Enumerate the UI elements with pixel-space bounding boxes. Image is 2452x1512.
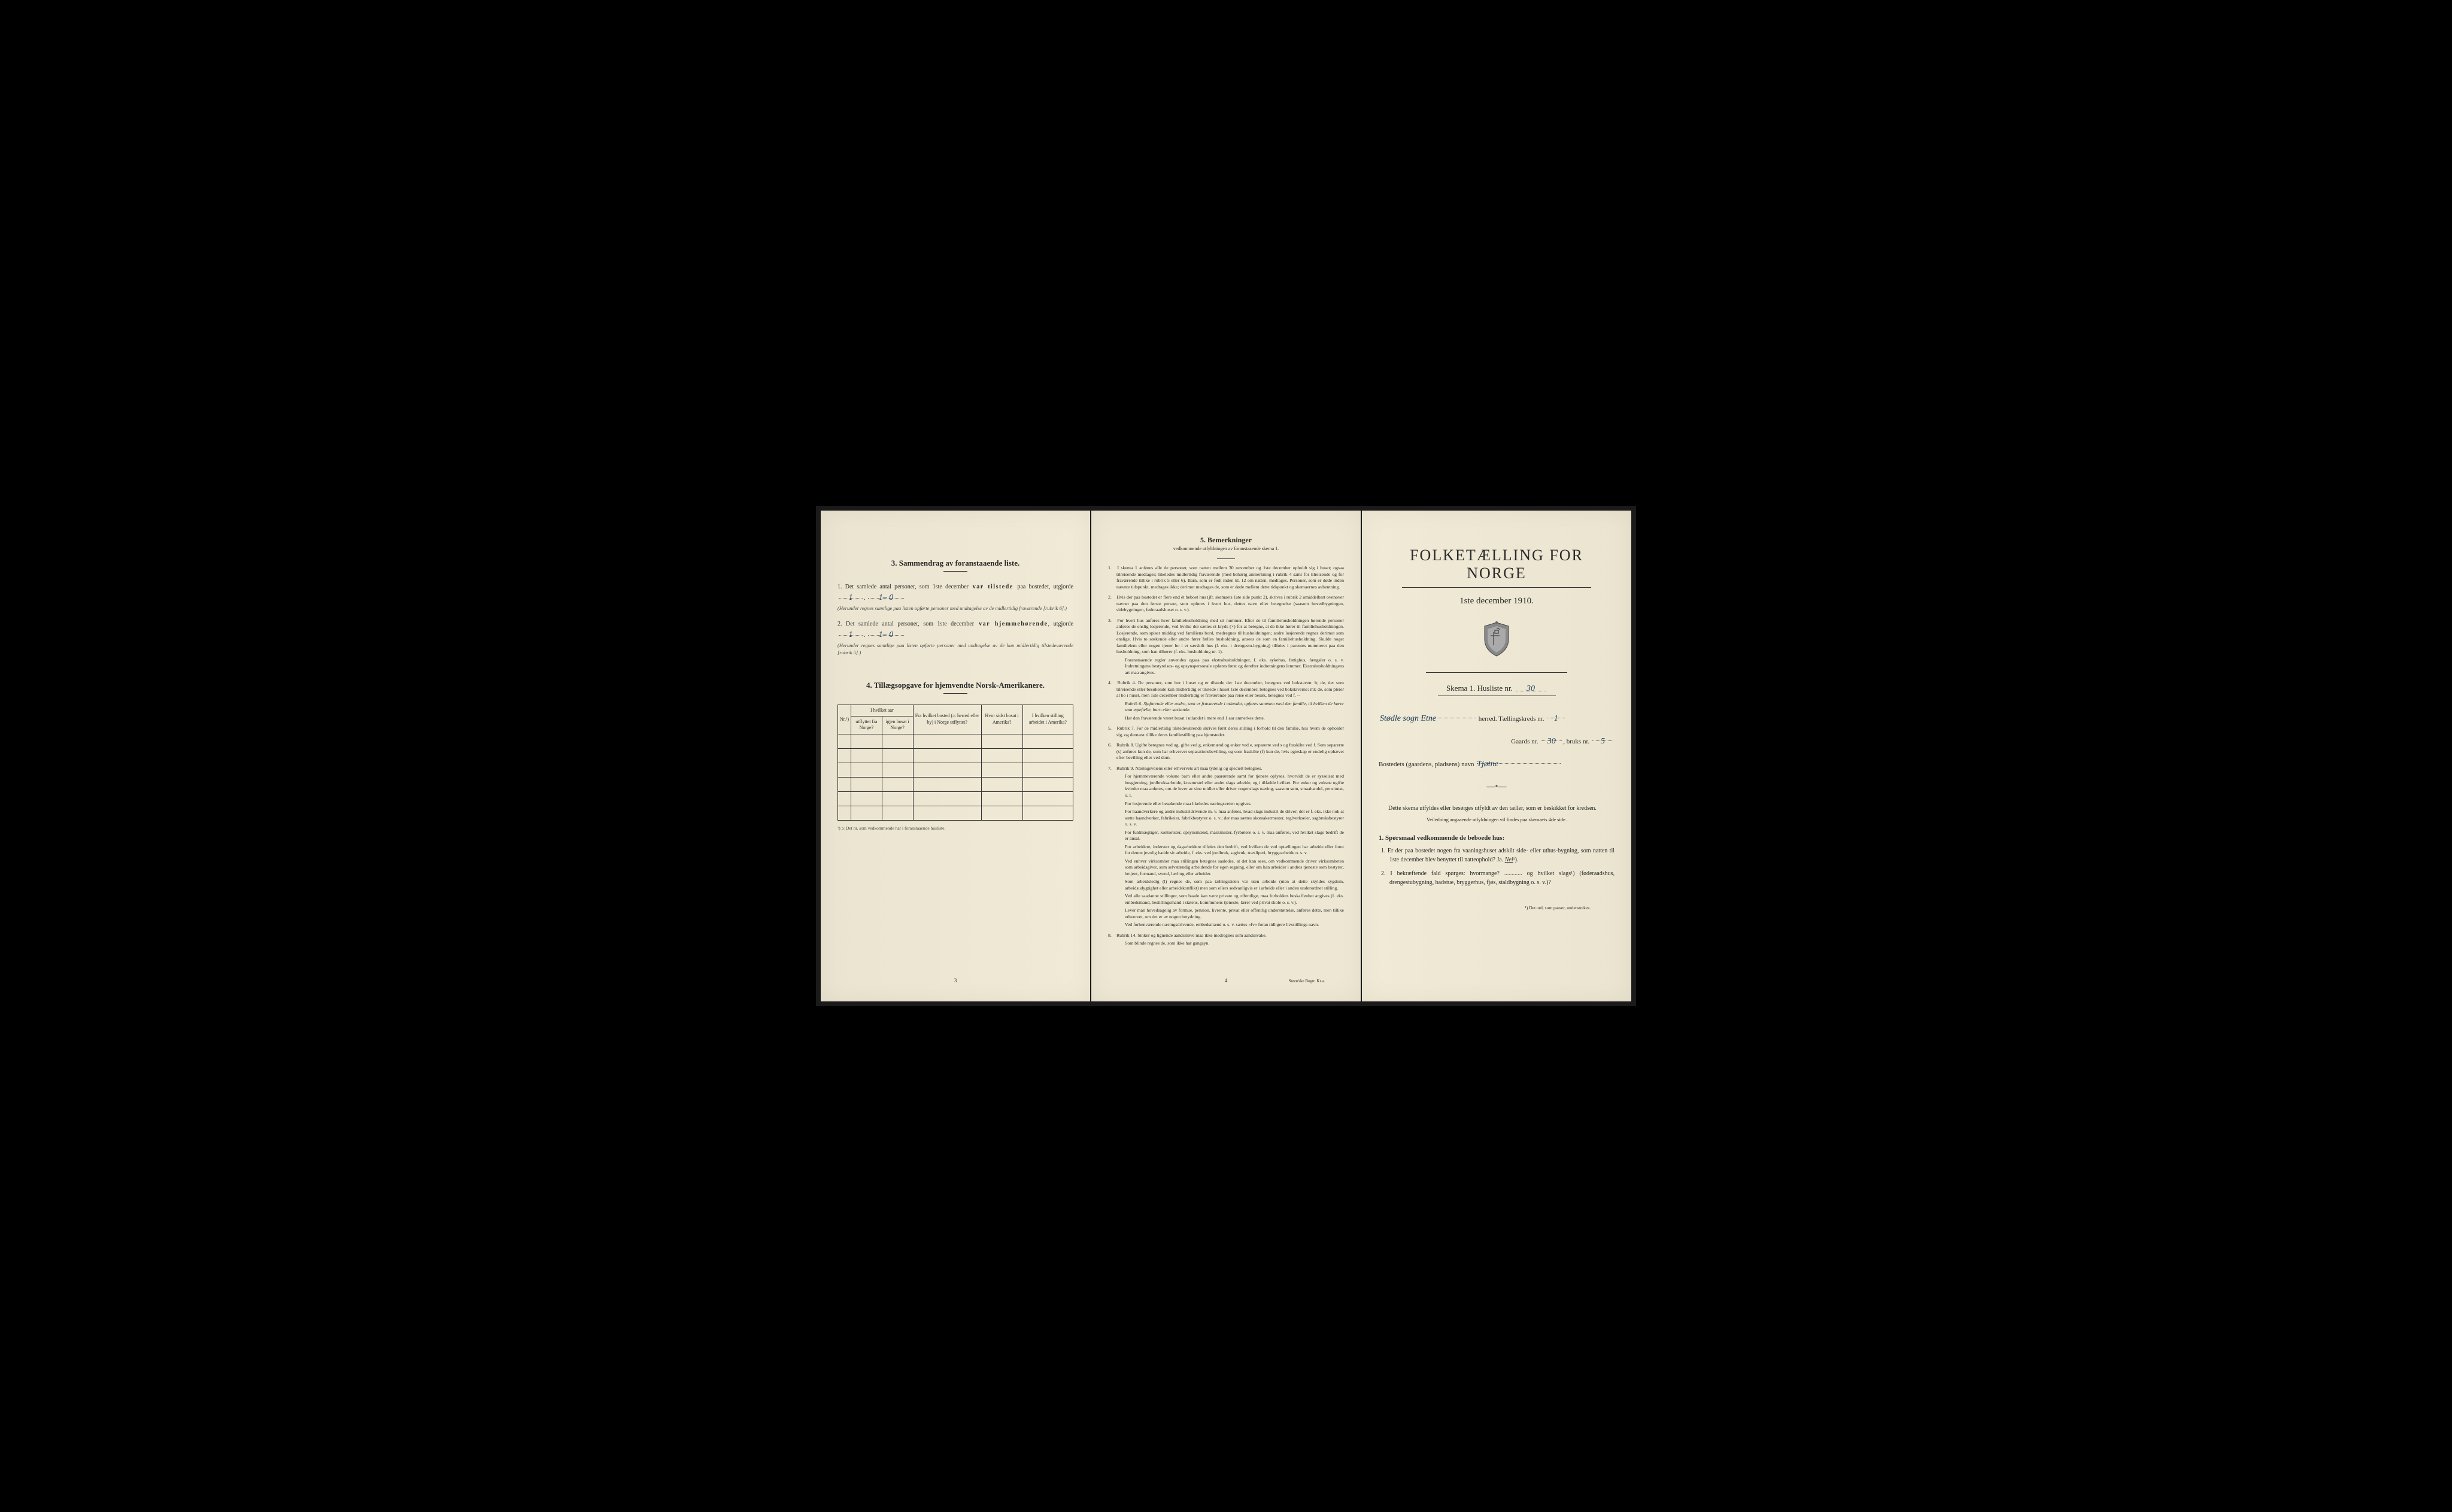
item2-hand1: 1 — [839, 629, 863, 636]
item2-hand2: 1– 0 — [868, 629, 904, 636]
main-title: FOLKETÆLLING FOR NORGE — [1379, 546, 1615, 582]
gaards-hand: 30 — [1541, 734, 1562, 741]
th-group1: I hvilket aar — [851, 705, 914, 716]
small-instruction: Veiledning angaaende utfyldningen vil fi… — [1379, 816, 1615, 822]
gaards-line: Gaards nr. 30, bruks nr. 5 — [1379, 734, 1615, 748]
item1-post: paa bostedet, utgjorde — [1017, 584, 1073, 590]
page-num-3: 3 — [954, 977, 957, 983]
item2: 2. Det samlede antal personer, som 1ste … — [837, 620, 1073, 657]
item1-hand1: 1 — [839, 591, 863, 599]
remark-item: 6. Rubrik 8. Ugifte betegnes ved ug, gif… — [1108, 742, 1344, 761]
th-stilling: I hvilken stilling arbeidet i Amerika? — [1022, 705, 1073, 734]
table-row — [838, 748, 1073, 763]
herred-line: Stødle sogn Etne herred. Tællingskreds n… — [1379, 711, 1615, 725]
remark-item: 1. I skema 1 anføres alle de personer, s… — [1108, 565, 1344, 590]
norway-crest-icon — [1482, 621, 1512, 657]
item1-pre: 1. Det samlede antal personer, som 1ste … — [837, 584, 969, 590]
item1-note: (Herunder regnes samtlige paa listen opf… — [837, 605, 1073, 612]
remark-item: 7. Rubrik 9. Næringsveiens eller erhverv… — [1108, 766, 1344, 928]
herred-label: herred. Tællingskreds nr. — [1479, 715, 1544, 722]
flourish-icon: ―•― — [1379, 782, 1615, 792]
item1: 1. Det samlede antal personer, som 1ste … — [837, 582, 1073, 612]
item1-hand2: 1– 0 — [868, 591, 904, 599]
kreds-hand: 1 — [1547, 711, 1565, 718]
divider3 — [1217, 558, 1235, 559]
th-nr: Nr.¹) — [838, 705, 851, 734]
remark-item: 4. Rubrik 4. De personer, som bor i huse… — [1108, 680, 1344, 721]
title-rule — [1402, 587, 1591, 588]
remarks-subtitle: vedkommende utfyldningen av foranstaaend… — [1108, 546, 1344, 551]
item2-post: , utgjorde — [1048, 621, 1073, 627]
remark-item: 3. For hvert hus anføres hver familiehus… — [1108, 618, 1344, 676]
remark-item: 8. Rubrik 14. Sinker og lignende aandssl… — [1108, 933, 1344, 947]
item2-pre: 2. Det samlede antal personer, som 1ste … — [837, 621, 974, 627]
skema-hand: 30 — [1516, 684, 1546, 691]
q1-text: 1. Er der paa bostedet nogen fra vaaning… — [1381, 848, 1615, 863]
census-document: 3. Sammendrag av foranstaaende liste. 1.… — [816, 506, 1636, 1006]
th-bosat: igjen bosat i Norge? — [882, 716, 913, 734]
subtitle: 1ste december 1910. — [1379, 596, 1615, 606]
gaards-label: Gaards nr. — [1511, 738, 1538, 745]
item2-bold: var hjemmehørende — [974, 621, 1048, 627]
th-utflyttet: utflyttet fra Norge? — [851, 716, 882, 734]
skema-pre: Skema 1. Husliste nr. — [1446, 684, 1513, 693]
remark-item: 2. Hvis der paa bostedet er flere end ét… — [1108, 594, 1344, 614]
table-row — [838, 763, 1073, 777]
page-middle: 5. Bemerkninger vedkommende utfyldningen… — [1091, 511, 1361, 1001]
table-row — [838, 791, 1073, 806]
table-row — [838, 734, 1073, 748]
th-bosted: Fra hvilket bosted (ɔ: herred eller by) … — [913, 705, 981, 734]
table-footnote: ¹) ɔ: Det nr. som vedkommende har i fora… — [837, 825, 1073, 831]
q-heading: 1. Spørsmaal vedkommende de beboede hus: — [1379, 834, 1615, 842]
bosted-hand: Tjøtne — [1477, 757, 1561, 764]
q1-sup: ¹). — [1513, 857, 1519, 863]
page-left: 3. Sammendrag av foranstaaende liste. 1.… — [821, 511, 1090, 1001]
footnote: ¹) Det ord, som passer, understrekes. — [1379, 905, 1615, 910]
page-num-4: 4 — [1225, 977, 1228, 983]
bosted-label: Bostedets (gaardens, pladsens) navn — [1379, 761, 1474, 768]
q1-answer: Nei — [1505, 857, 1513, 863]
remarks-list: 1. I skema 1 anføres alle de personer, s… — [1108, 565, 1344, 947]
divider2 — [943, 693, 967, 694]
bruks-hand: 5 — [1592, 734, 1613, 741]
table-body — [838, 734, 1073, 820]
divider — [943, 571, 967, 572]
item1-bold: var tilstede — [969, 584, 1018, 590]
rule1 — [1426, 672, 1567, 673]
remarks-title: 5. Bemerkninger — [1108, 536, 1344, 545]
amerikanere-table: Nr.¹) I hvilket aar Fra hvilket bosted (… — [837, 705, 1073, 821]
printer-mark: Steen'ske Bogtr. Kr.a. — [1288, 979, 1325, 983]
table-row — [838, 777, 1073, 791]
item2-note: (Herunder regnes samtlige paa listen opf… — [837, 642, 1073, 657]
section3-title: 3. Sammendrag av foranstaaende liste. — [837, 558, 1073, 568]
herred-hand: Stødle sogn Etne — [1380, 711, 1476, 718]
bruks-label: bruks nr. — [1567, 738, 1590, 745]
q1: 1. Er der paa bostedet nogen fra vaaning… — [1389, 846, 1615, 864]
table-row — [838, 806, 1073, 820]
skema-line: Skema 1. Husliste nr. 30 — [1379, 684, 1615, 693]
th-amerika: Hvor sidst bosat i Amerika? — [981, 705, 1022, 734]
remark-item: 5. Rubrik 7. For de midlertidig tilstede… — [1108, 725, 1344, 738]
bosted-line: Bostedets (gaardens, pladsens) navn Tjøt… — [1379, 757, 1615, 771]
instruction: Dette skema utfyldes eller besørges utfy… — [1379, 804, 1615, 813]
q2: 2. I bekræftende fald spørges: hvormange… — [1389, 869, 1615, 887]
section4-title: 4. Tillægsopgave for hjemvendte Norsk-Am… — [837, 681, 1073, 690]
page-right: FOLKETÆLLING FOR NORGE 1ste december 191… — [1362, 511, 1631, 1001]
